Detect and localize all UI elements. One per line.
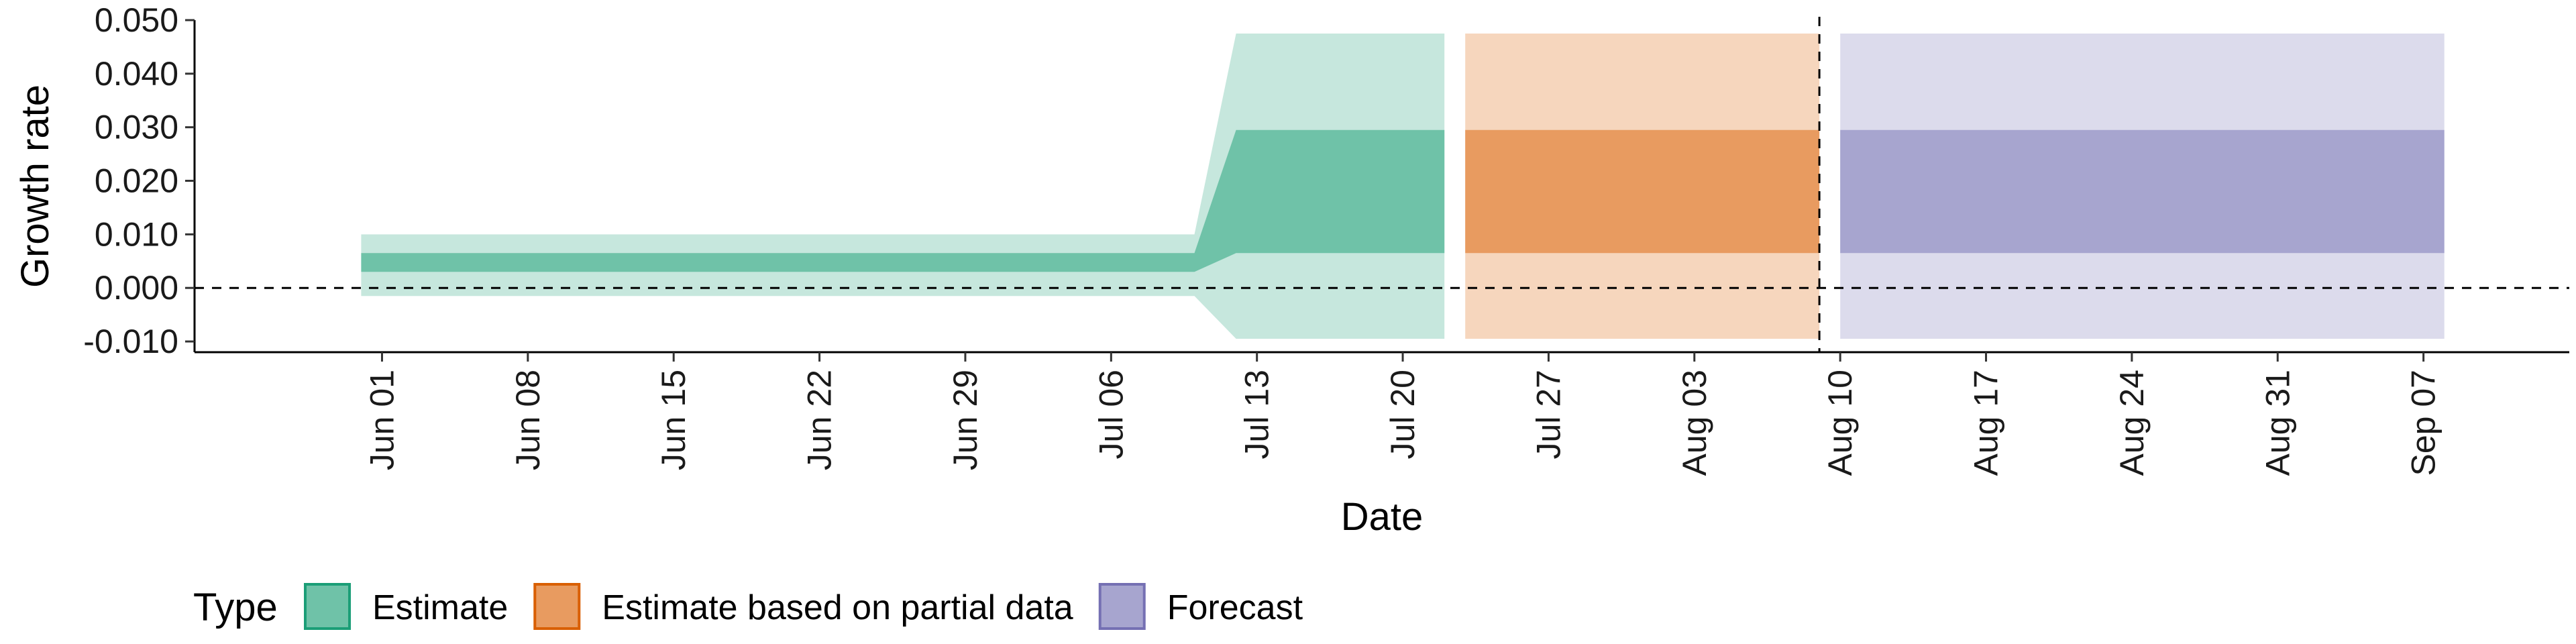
x-tick-label: Aug 31: [2259, 370, 2296, 476]
y-tick-label: 0.040: [95, 55, 178, 93]
reference-lines: [195, 17, 2569, 352]
x-tick-label: Jul 20: [1384, 370, 1421, 459]
x-tick-label: Jun 29: [947, 370, 984, 470]
x-tick-label: Jul 27: [1529, 370, 1567, 459]
x-tick-label: Sep 07: [2405, 370, 2443, 476]
estimate-based-on-partial-data-legend-swatch: [533, 583, 581, 630]
x-axis-title: Date: [1341, 495, 1424, 539]
y-tick-label: 0.050: [95, 1, 178, 39]
x-tick-label: Jun 15: [655, 370, 692, 470]
estimate-legend-swatch: [304, 583, 351, 630]
y-axis-title: Growth rate: [13, 85, 57, 288]
x-tick-label: Jun 08: [509, 370, 547, 470]
x-tick-label: Aug 10: [1821, 370, 1859, 476]
estimate-inner-band: [361, 129, 1445, 272]
forecast-legend-label: Forecast: [1167, 588, 1303, 627]
estimate-based-on-partial-data-inner-band: [1465, 129, 1820, 254]
forecast-inner-band: [1840, 129, 2445, 254]
y-axis-ticks: -0.010 0.000 0.010 0.020 0.030 0.040 0.050: [83, 1, 195, 360]
y-tick-label: 0.000: [95, 269, 178, 307]
forecast-legend-swatch: [1098, 583, 1146, 630]
x-tick-label: Jul 06: [1092, 370, 1130, 459]
x-tick-label: Jun 01: [364, 370, 401, 470]
legend: Type Estimate Estimate based on partial d…: [193, 583, 1303, 630]
x-tick-label: Aug 03: [1676, 370, 1713, 476]
y-tick-label: 0.020: [95, 162, 178, 200]
y-tick-label: 0.030: [95, 109, 178, 146]
legend-title: Type: [193, 586, 278, 629]
y-tick-label: -0.010: [83, 323, 178, 360]
x-axis-ticks: Jun 01 Jun 08 Jun 15 Jun 22 Jun 29 Jul 06 Jul …: [364, 352, 2443, 476]
x-tick-label: Aug 24: [2113, 370, 2151, 476]
chart-axes: [193, 20, 2569, 354]
x-tick-label: Aug 17: [1968, 370, 2005, 476]
x-tick-label: Jul 13: [1238, 370, 1276, 459]
estimate-based-on-partial-data-legend-label: Estimate based on partial data: [602, 588, 1073, 627]
y-tick-label: 0.010: [95, 215, 178, 253]
x-tick-label: Jun 22: [801, 370, 839, 470]
estimate-legend-label: Estimate: [372, 588, 508, 627]
chart-bands: [361, 34, 2445, 339]
